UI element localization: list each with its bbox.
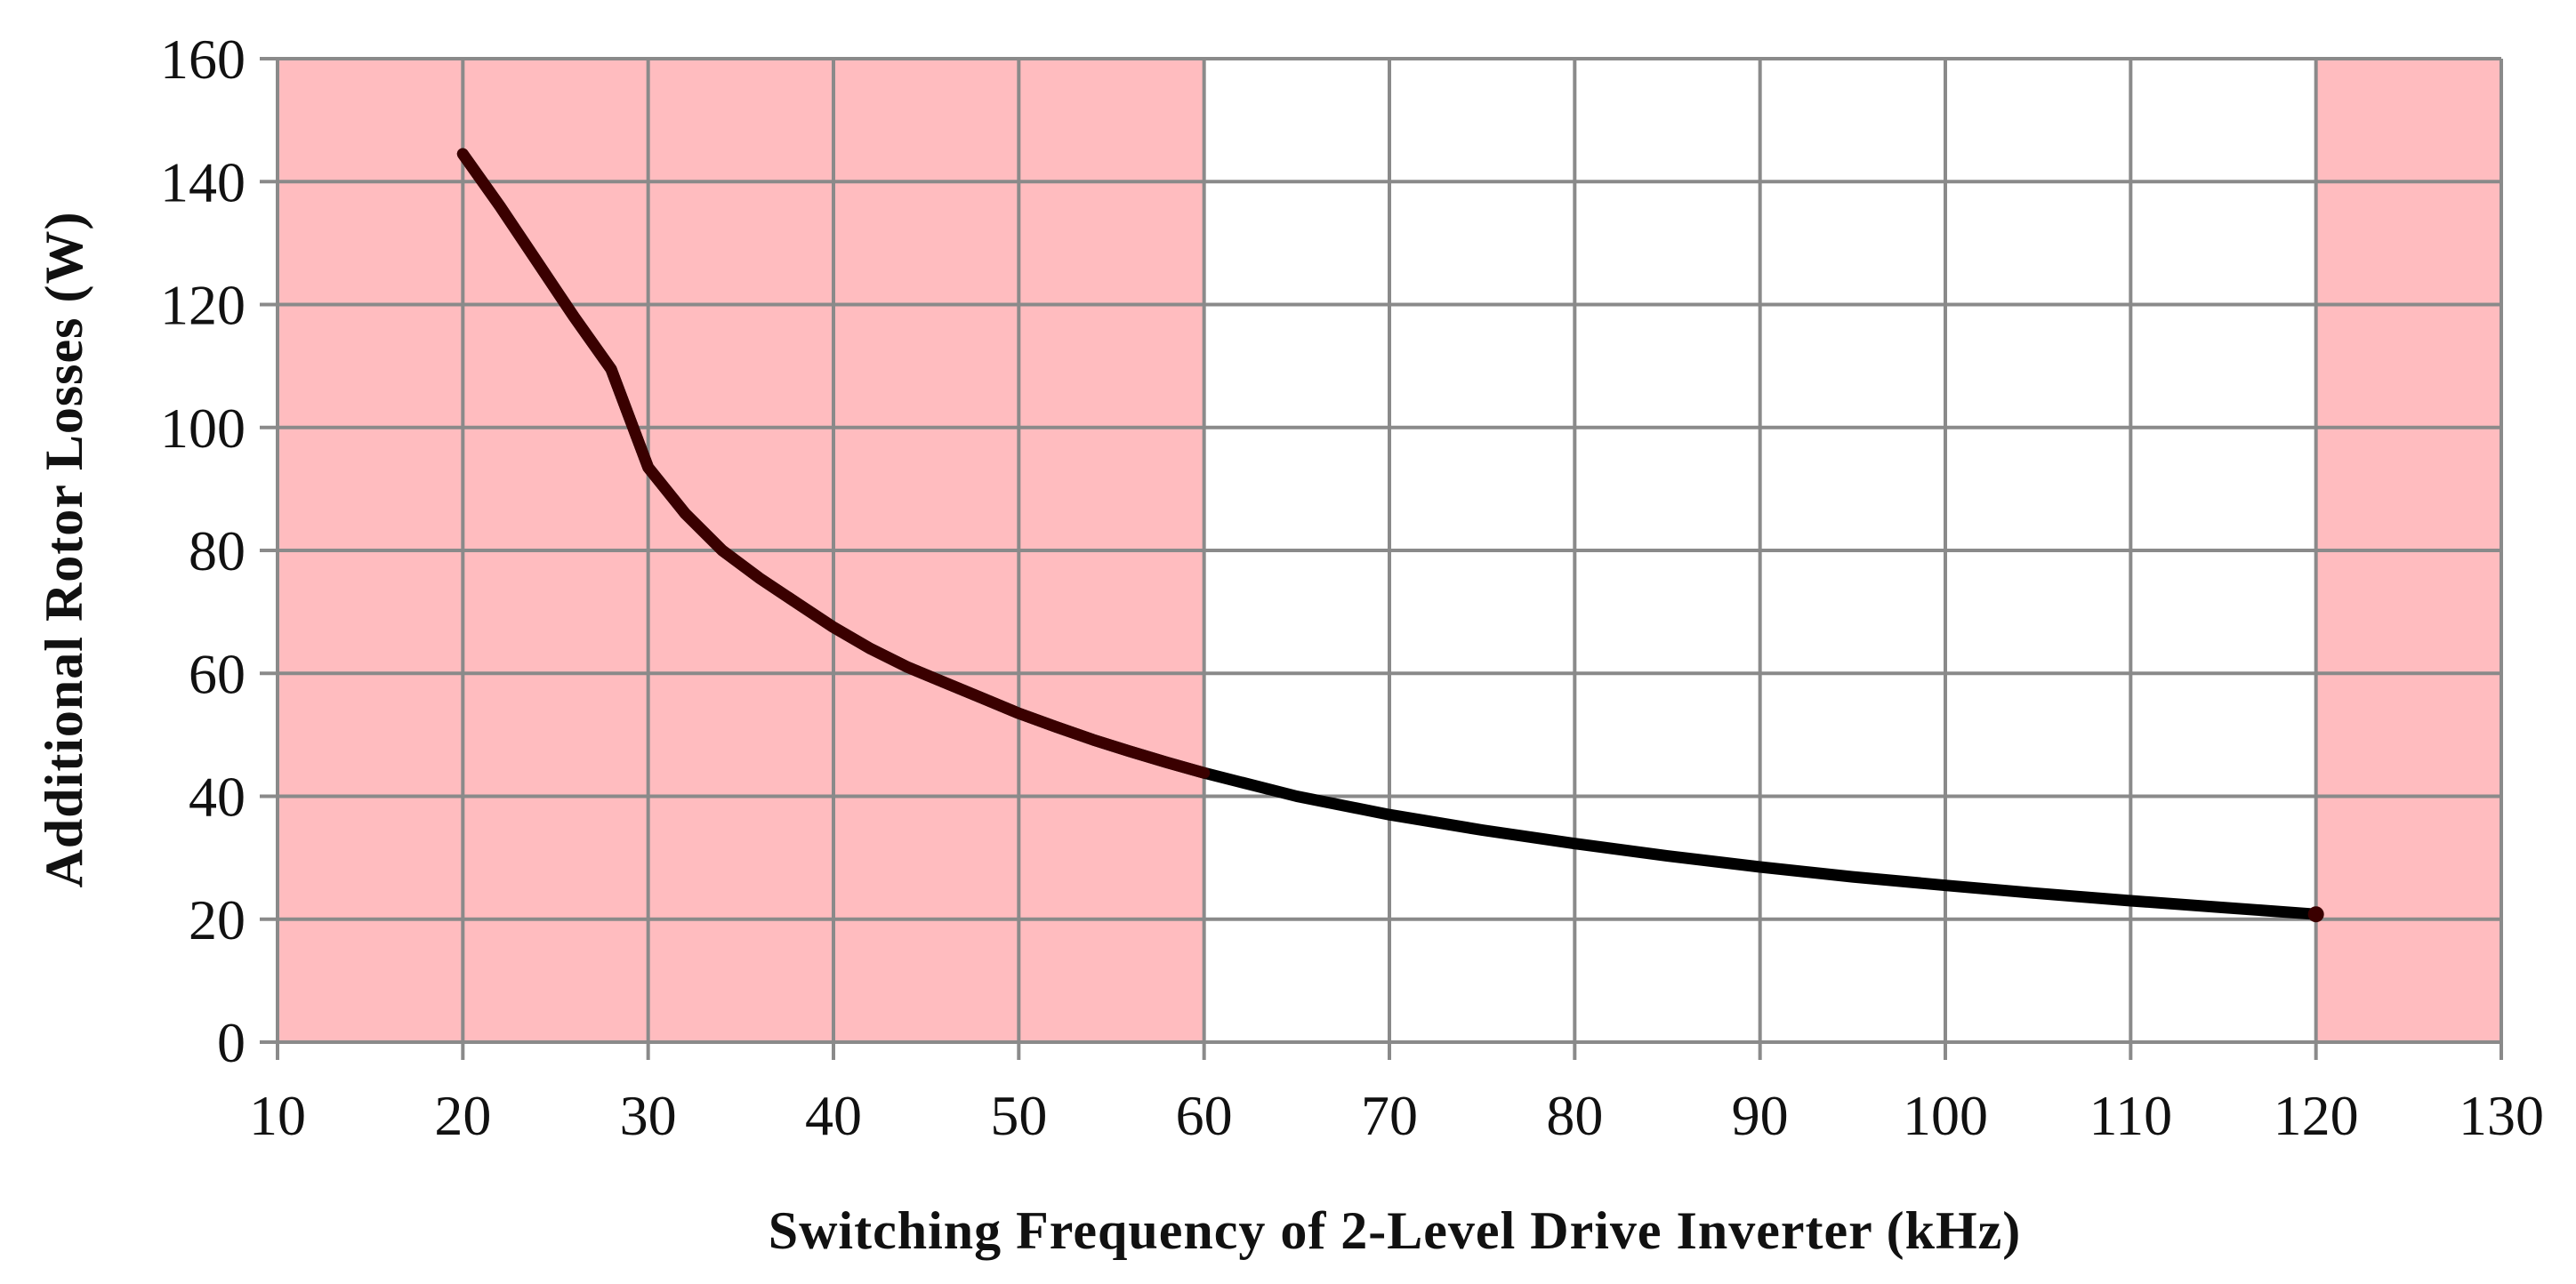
x-tick-label-130: 130 [2459, 1084, 2544, 1147]
x-axis-title: Switching Frequency of 2-Level Drive Inv… [769, 1201, 2022, 1260]
grid [260, 57, 2503, 1060]
y-tick-label-0: 0 [217, 1011, 246, 1074]
y-tick-label-160: 160 [160, 28, 246, 91]
y-tick-label-20: 20 [189, 888, 246, 951]
x-tick-label-80: 80 [1546, 1084, 1603, 1147]
x-tick-label-70: 70 [1361, 1084, 1418, 1147]
series-line-shaded-segment-1 [456, 148, 1211, 779]
x-tick-label-40: 40 [805, 1084, 862, 1147]
x-tick-label-100: 100 [1903, 1084, 1988, 1147]
x-tick-label-10: 10 [249, 1084, 306, 1147]
x-tick-label-90: 90 [1732, 1084, 1789, 1147]
tick-labels: 10 20 30 40 50 60 70 80 90 100 110 120 130 0 20 40 60 80 1… [160, 28, 2544, 1147]
y-tick-label-100: 100 [160, 397, 246, 460]
x-tick-label-110: 110 [2089, 1084, 2173, 1147]
y-tick-label-40: 40 [189, 766, 246, 829]
series-end-point-1 [2307, 906, 2324, 923]
y-axis-title: Additional Rotor Losses (W) [35, 212, 93, 888]
x-tick-label-20: 20 [434, 1084, 491, 1147]
x-tick-label-60: 60 [1176, 1084, 1233, 1147]
x-tick-label-120: 120 [2274, 1084, 2359, 1147]
y-tick-label-80: 80 [189, 519, 246, 582]
y-tick-label-140: 140 [160, 150, 246, 213]
series-lines [456, 148, 2324, 923]
x-tick-label-50: 50 [990, 1084, 1047, 1147]
y-tick-label-60: 60 [189, 642, 246, 705]
x-tick-label-30: 30 [620, 1084, 677, 1147]
y-tick-label-120: 120 [160, 274, 246, 337]
